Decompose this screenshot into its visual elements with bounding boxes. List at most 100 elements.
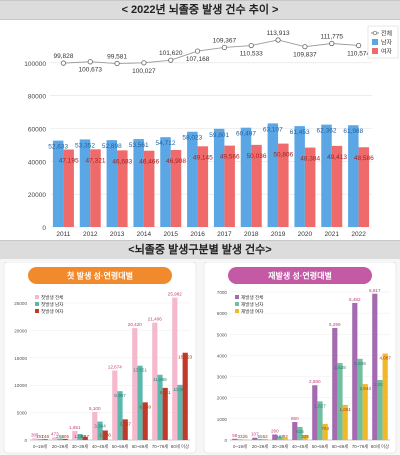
bar-female xyxy=(42,439,48,440)
bar-label: 93 xyxy=(283,434,289,439)
x-tick-label: 40~49세 xyxy=(92,443,108,450)
total-point xyxy=(87,59,93,65)
y-tick-label: 20000 xyxy=(14,328,27,333)
bar-female xyxy=(197,146,209,227)
bar-female xyxy=(62,438,68,440)
y-tick-label: 0 xyxy=(24,438,27,443)
bar-label: 3,838 xyxy=(354,361,366,366)
bar-label: 567 xyxy=(81,434,89,439)
total-label: 100,673 xyxy=(79,67,103,74)
bar-male xyxy=(52,140,64,227)
bar-female xyxy=(304,147,316,227)
bar-female xyxy=(170,149,182,227)
total-point xyxy=(114,60,120,67)
bar-female xyxy=(122,419,128,440)
bar-label: 6,917 xyxy=(369,288,381,293)
first-occurrence-chart: 첫 발생 성·연령대별 0 5000 10000 15000 20000 25000 첫발생 … xyxy=(3,262,197,454)
bar-label: 6,869 xyxy=(139,404,151,409)
bar-female xyxy=(242,439,248,440)
bar-label: 20,420 xyxy=(128,322,142,327)
total-point xyxy=(141,60,147,66)
legend-label: 재발생 남자 xyxy=(241,301,264,308)
x-tick-label: 2018 xyxy=(244,231,259,237)
y-tick-label: 3000 xyxy=(217,375,228,380)
bar-male xyxy=(294,126,305,227)
bar-female xyxy=(63,149,74,227)
bar-male-label: 59,801 xyxy=(209,132,229,139)
total-point xyxy=(221,44,228,51)
bar-male xyxy=(240,127,252,227)
x-tick-label: 50~59세 xyxy=(112,443,128,450)
bar-male xyxy=(77,434,83,440)
bar-male xyxy=(57,438,63,440)
y-tick-label: 6000 xyxy=(217,311,228,316)
panel-card xyxy=(3,262,197,454)
legend-swatch xyxy=(235,295,239,299)
bar-label: 2,644 xyxy=(359,386,371,391)
bar-label: 2,590 xyxy=(309,379,321,384)
bar-male xyxy=(257,438,263,440)
trend-chart: 0 20000 40000 60000 80000 100000 52,633 47,195 2… xyxy=(24,25,399,237)
bar-female xyxy=(90,149,101,227)
bar-total xyxy=(352,302,358,440)
bar-total xyxy=(292,422,298,440)
chart-title-banner: < 2022년 뇌졸중 발생 건수 추이 > xyxy=(0,0,400,20)
bar-label: 25,982 xyxy=(168,292,182,297)
bar-total xyxy=(132,328,138,440)
bar-female xyxy=(382,353,388,440)
bar-label: 5,100 xyxy=(89,406,101,411)
bar-female xyxy=(331,145,343,227)
x-tick-label: 20~29세 xyxy=(252,443,268,450)
legend-label: 첫발생 전체 xyxy=(41,294,63,301)
total-point xyxy=(355,42,362,49)
total-label: 107,168 xyxy=(186,56,210,63)
bar-label: 2,839 xyxy=(374,382,386,387)
total-label: 99,581 xyxy=(107,54,127,61)
bar-female-label: 49,566 xyxy=(220,154,240,161)
y-tick-label: 40000 xyxy=(28,159,46,166)
x-tick-label: 2016 xyxy=(190,231,205,237)
bar-female xyxy=(362,384,368,440)
bar-male-label: 62,362 xyxy=(317,128,337,135)
bar-female xyxy=(342,404,348,440)
x-tick-label: 2022 xyxy=(351,231,366,237)
bar-total xyxy=(32,438,38,440)
bar-male xyxy=(337,363,343,440)
y-tick-label: 10000 xyxy=(14,383,27,388)
bar-label: 10,059 xyxy=(173,387,187,392)
y-tick-label: 2000 xyxy=(217,396,228,401)
bar-female-label: 49,145 xyxy=(193,154,213,161)
legend-swatch xyxy=(372,39,378,45)
bar-female xyxy=(142,402,148,440)
total-label: 109,837 xyxy=(293,52,317,59)
bar-male xyxy=(37,439,43,440)
x-tick-label: 2019 xyxy=(271,231,286,237)
bar-label: 850 xyxy=(291,416,299,421)
bar-female xyxy=(278,143,289,227)
bar-label: 11,895 xyxy=(153,377,167,382)
bar-female xyxy=(224,145,235,227)
bar-female-label: 47,321 xyxy=(86,157,106,164)
legend-swatch xyxy=(35,309,39,313)
bar-female-label: 46,908 xyxy=(166,158,186,165)
bar-male xyxy=(79,139,91,227)
bar-total xyxy=(112,370,118,440)
bar-female xyxy=(282,438,288,440)
bar-male xyxy=(321,124,332,227)
bar-female xyxy=(302,435,308,440)
x-tick-label: 2020 xyxy=(298,231,313,237)
bar-label: 205 xyxy=(61,434,69,439)
bar-male xyxy=(377,379,383,440)
legend-swatch xyxy=(235,309,239,313)
x-tick-label: 2015 xyxy=(164,231,179,237)
x-tick-label: 2013 xyxy=(110,231,125,237)
bar-female-label: 48,384 xyxy=(300,156,320,163)
total-label: 113,913 xyxy=(267,30,290,37)
total-point xyxy=(275,37,281,43)
x-tick-label: 30~39세 xyxy=(72,443,88,450)
x-tick-label: 60~69세 xyxy=(332,443,348,450)
y-tick-label: 80000 xyxy=(28,94,46,101)
bar-total xyxy=(172,297,178,440)
section-title-banner: <뇌졸중 발생구분별 발생 건수> xyxy=(0,240,400,260)
y-tick-label: 20000 xyxy=(28,192,46,199)
